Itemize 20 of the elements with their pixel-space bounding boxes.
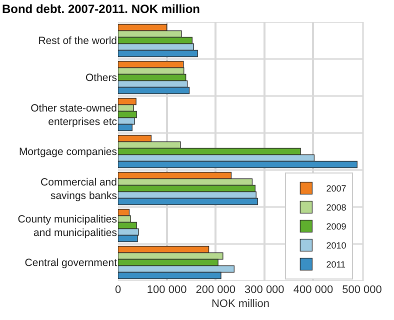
y-tick-label: Rest of the world	[38, 35, 118, 48]
x-tick-label: 100 000	[146, 284, 187, 296]
y-tick-label: Others	[85, 72, 117, 84]
x-tick-label: 300 000	[244, 284, 284, 296]
legend-label: 2009	[326, 222, 346, 232]
y-tick-label: Mortgage companies	[18, 146, 117, 158]
legend-label: 2008	[326, 202, 346, 213]
legend-label: 2011	[326, 260, 346, 270]
chart-title: Bond debt. 2007-2011. NOK million	[2, 2, 200, 16]
x-tick-label: 400 000	[293, 284, 334, 296]
legend-label: 2010	[326, 240, 346, 251]
legend-label: 2007	[326, 184, 346, 194]
x-tick-label: 200 000	[196, 284, 236, 296]
y-tick-label: Commercial and savings banks	[40, 176, 118, 202]
x-axis-title: NOK million	[211, 298, 270, 310]
x-tick-label: 500 000	[342, 284, 382, 296]
y-tick-label: Other state-owned enterprises etc	[30, 102, 118, 128]
x-tick-label: 0	[114, 284, 122, 296]
y-tick-label: Central government	[24, 257, 118, 270]
y-tick-label: County municipalities and municipalities	[18, 213, 117, 239]
